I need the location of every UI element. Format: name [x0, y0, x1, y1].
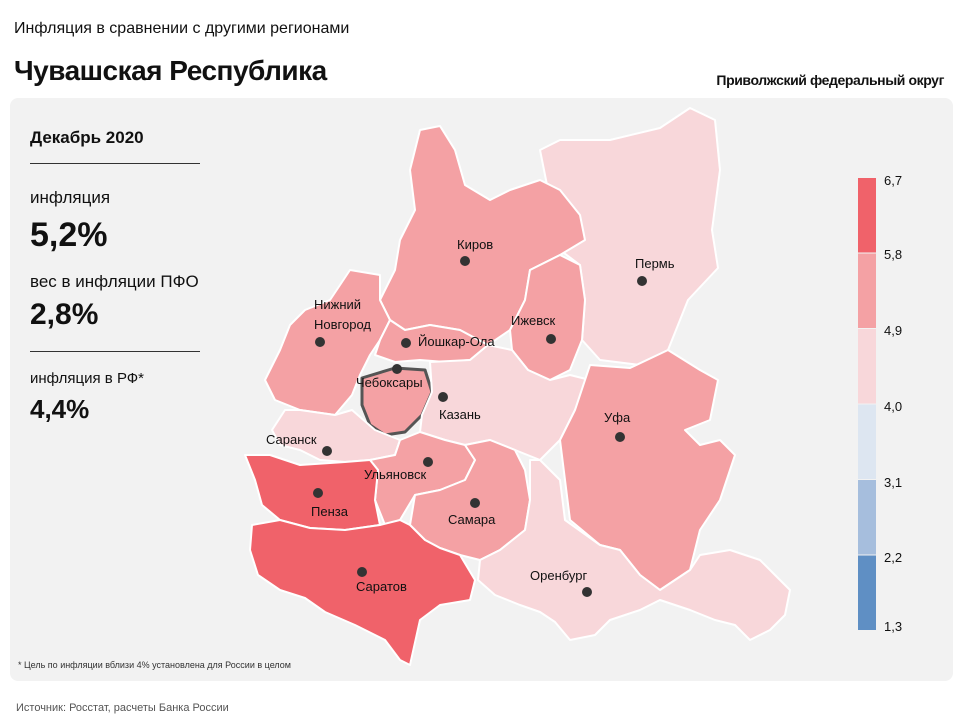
- scale-tick: 1,3: [884, 619, 903, 634]
- scale-segment: [858, 178, 876, 253]
- city-label-ufa: Уфа: [604, 410, 631, 425]
- inflation-label: инфляция: [30, 188, 111, 207]
- scale-segment: [858, 480, 876, 555]
- scale-tick: 4,9: [884, 323, 903, 338]
- district-label: Приволжский федеральный округ: [716, 72, 944, 88]
- city-marker-izhevsk: [546, 334, 556, 344]
- scale-tick: 5,8: [884, 247, 903, 262]
- city-label-orenburg: Оренбург: [530, 568, 587, 583]
- footnote: * Цель по инфляции вблизи 4% установлена…: [18, 660, 291, 670]
- city-label-nizhny-1: Нижний: [314, 297, 361, 312]
- source-note: Источник: Росстат, расчеты Банка России: [16, 702, 229, 714]
- inflation-value: 5,2%: [30, 216, 108, 254]
- scale-segment: [858, 253, 876, 328]
- city-label-cheboksary: Чебоксары: [356, 375, 423, 390]
- city-label-saratov: Саратов: [356, 579, 407, 594]
- page-title: Чувашская Республика: [14, 55, 327, 86]
- supertitle: Инфляция в сравнении с другими регионами: [14, 20, 350, 37]
- city-label-kazan: Казань: [439, 407, 481, 422]
- scale-segment: [858, 555, 876, 630]
- city-label-penza: Пенза: [311, 504, 349, 519]
- city-marker-samara: [470, 498, 480, 508]
- region-udmurtia[interactable]: [509, 254, 586, 381]
- period-label: Декабрь 2020: [30, 128, 144, 147]
- city-label-izhevsk: Ижевск: [511, 313, 556, 328]
- city-marker-nizhny: [315, 337, 325, 347]
- city-marker-saratov: [357, 567, 367, 577]
- scale-tick: 3,1: [884, 475, 903, 490]
- city-marker-orenburg: [582, 587, 592, 597]
- scale-tick: 6,7: [884, 173, 903, 188]
- city-marker-perm: [637, 276, 647, 286]
- rf-inflation-label: инфляция в РФ*: [30, 370, 145, 387]
- city-label-ulyanovsk: Ульяновск: [364, 467, 426, 482]
- city-marker-ulyanovsk: [423, 457, 433, 467]
- scale-tick: 2,2: [884, 550, 903, 565]
- region-bashkortostan[interactable]: [559, 349, 736, 591]
- city-marker-saransk: [322, 446, 332, 456]
- scale-segment: [858, 329, 876, 404]
- city-label-nizhny-2: Новгород: [314, 317, 371, 332]
- city-marker-penza: [313, 488, 323, 498]
- divider: [30, 351, 200, 352]
- weight-label: вес в инфляции ПФО: [30, 272, 199, 291]
- city-marker-kirov: [460, 256, 470, 266]
- city-label-samara: Самара: [448, 512, 496, 527]
- color-scale: [858, 178, 876, 630]
- region-orenburg[interactable]: [477, 459, 791, 641]
- city-marker-kazan: [438, 392, 448, 402]
- city-label-saransk: Саранск: [266, 432, 317, 447]
- region-saratov[interactable]: [249, 519, 476, 666]
- city-marker-yoshkar-ola: [401, 338, 411, 348]
- rf-inflation-value: 4,4%: [30, 394, 90, 424]
- divider: [30, 163, 200, 164]
- scale-segment: [858, 404, 876, 479]
- region-chuvashia[interactable]: [360, 366, 434, 437]
- city-marker-ufa: [615, 432, 625, 442]
- city-label-yoshkar-ola: Йошкар-Ола: [418, 334, 495, 349]
- scale-tick: 4,0: [884, 399, 903, 414]
- city-label-perm: Пермь: [635, 256, 675, 271]
- city-label-kirov: Киров: [457, 237, 493, 252]
- region-penza[interactable]: [244, 454, 381, 531]
- weight-value: 2,8%: [30, 298, 99, 331]
- city-marker-cheboksary: [392, 364, 402, 374]
